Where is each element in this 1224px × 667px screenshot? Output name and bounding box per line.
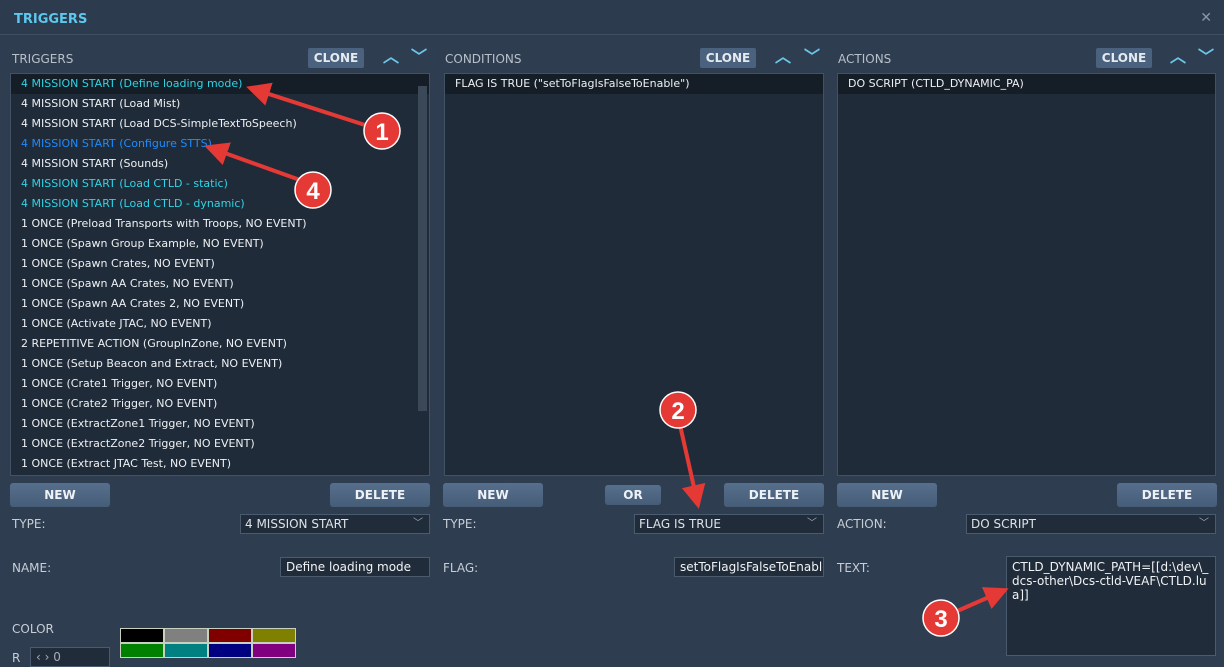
annotation-arrow-4 [204, 142, 301, 182]
annotation-badge-1: 1 [363, 112, 401, 150]
window-title: TRIGGERS [14, 12, 88, 27]
trigger-list-item[interactable]: 1 ONCE (Spawn Group Example, NO EVENT) [21, 237, 264, 250]
color-swatch[interactable] [120, 643, 164, 658]
color-swatch[interactable] [164, 628, 208, 643]
annotation-arrow-2 [678, 424, 706, 509]
trigger-list-item[interactable]: 4 MISSION START (Define loading mode) [11, 74, 429, 94]
annotation-badge-2: 2 [659, 391, 697, 429]
move-up-icon[interactable]: ︿ [775, 47, 792, 66]
trigger-list-item[interactable]: 1 ONCE (ExtractZone1 Trigger, NO EVENT) [21, 417, 255, 430]
svg-text:2: 2 [671, 398, 684, 425]
close-icon[interactable]: ✕ [1200, 10, 1212, 26]
color-swatch[interactable] [208, 628, 252, 643]
r-label: R [12, 651, 21, 665]
conditions-list[interactable]: FLAG IS TRUE ("setToFlagIsFalseToEnable"… [444, 73, 824, 476]
trigger-name-input[interactable]: Define loading mode [280, 557, 430, 577]
conditions-header: CONDITIONS [445, 52, 522, 66]
trigger-list-item[interactable]: 1 ONCE (Spawn Crates, NO EVENT) [21, 257, 215, 270]
conditions-delete-button[interactable]: DELETE [724, 483, 824, 507]
trigger-list-item[interactable]: 1 ONCE (Extract JTAC Test, NO EVENT) [21, 457, 232, 470]
move-up-icon[interactable]: ︿ [383, 47, 400, 66]
condition-type-select[interactable]: FLAG IS TRUE ﹀ [634, 514, 824, 534]
annotation-badge-4: 4 [294, 171, 332, 209]
actions-list[interactable]: DO SCRIPT (CTLD_DYNAMIC_PA) [837, 73, 1216, 476]
chevron-down-icon: ﹀ [807, 518, 817, 529]
triggers-clone-button[interactable]: CLONE [308, 48, 364, 68]
condition-type-label: TYPE: [443, 517, 477, 531]
trigger-type-select[interactable]: 4 MISSION START ﹀ [240, 514, 430, 534]
color-swatch[interactable] [208, 643, 252, 658]
trigger-list-item[interactable]: 1 ONCE (Spawn AA Crates, NO EVENT) [21, 277, 234, 290]
r-value: 0 [53, 650, 61, 664]
trigger-list-item[interactable]: 4 MISSION START (Load DCS-SimpleTextToSp… [21, 117, 297, 130]
trigger-list-item[interactable]: 1 ONCE (ExtractZone2 Trigger, NO EVENT) [21, 437, 255, 450]
trigger-list-item[interactable]: 1 ONCE (Activate JTAC, NO EVENT) [21, 317, 212, 330]
actions-clone-button[interactable]: CLONE [1096, 48, 1152, 68]
trigger-list-item[interactable]: 4 MISSION START (Load CTLD - dynamic) [21, 197, 245, 210]
triggers-list[interactable]: 4 MISSION START (Define loading mode) 4 M… [10, 73, 430, 476]
list-item[interactable]: FLAG IS TRUE ("setToFlagIsFalseToEnable"… [445, 74, 823, 94]
move-down-icon[interactable]: ﹀ [1198, 47, 1215, 66]
flag-label: FLAG: [443, 561, 479, 575]
svg-text:3: 3 [934, 606, 947, 633]
trigger-list-item[interactable]: 1 ONCE (Crate1 Trigger, NO EVENT) [21, 377, 218, 390]
move-down-icon[interactable]: ﹀ [804, 47, 821, 66]
text-label: TEXT: [837, 561, 870, 575]
chevron-down-icon: ﹀ [1199, 518, 1209, 529]
flag-input[interactable]: setToFlagIsFalseToEnable [674, 557, 824, 577]
trigger-list-item[interactable]: 4 MISSION START (Configure STTS) [21, 137, 212, 150]
trigger-list-item[interactable]: 4 MISSION START (Sounds) [21, 157, 169, 170]
type-label: TYPE: [12, 517, 46, 531]
action-type-select[interactable]: DO SCRIPT ﹀ [966, 514, 1216, 534]
annotation-arrow-3 [954, 587, 1009, 614]
triggers-new-button[interactable]: NEW [10, 483, 110, 507]
triggers-scrollbar[interactable] [418, 86, 427, 411]
color-palette [120, 628, 300, 658]
actions-new-button[interactable]: NEW [837, 483, 937, 507]
trigger-list-item[interactable]: 1 ONCE (Crate2 Trigger, NO EVENT) [21, 397, 218, 410]
trigger-list-item[interactable]: 4 MISSION START (Load CTLD - static) [21, 177, 228, 190]
trigger-list-item[interactable]: 2 REPETITIVE ACTION (GroupInZone, NO EVE… [21, 337, 287, 350]
move-down-icon[interactable]: ﹀ [411, 47, 428, 66]
list-item[interactable]: DO SCRIPT (CTLD_DYNAMIC_PA) [838, 74, 1215, 94]
conditions-or-button[interactable]: OR [605, 485, 661, 505]
conditions-new-button[interactable]: NEW [443, 483, 543, 507]
actions-header: ACTIONS [838, 52, 892, 66]
chevron-down-icon: ﹀ [413, 518, 423, 529]
color-swatch[interactable] [252, 643, 296, 658]
annotation-badge-3: 3 [922, 599, 960, 637]
color-label: COLOR [12, 622, 54, 636]
color-swatch[interactable] [164, 643, 208, 658]
triggers-header: TRIGGERS [12, 52, 74, 66]
action-type-value: DO SCRIPT [971, 517, 1036, 531]
title-bar [0, 0, 1224, 35]
annotation-arrow-1 [246, 82, 366, 127]
script-text-area[interactable]: CTLD_DYNAMIC_PATH=[[d:\dev\_dcs-other\Dc… [1006, 556, 1216, 656]
color-swatch[interactable] [120, 628, 164, 643]
actions-delete-button[interactable]: DELETE [1117, 483, 1217, 507]
action-label: ACTION: [837, 517, 887, 531]
svg-text:1: 1 [375, 119, 388, 146]
trigger-list-item[interactable]: 1 ONCE (Preload Transports with Troops, … [21, 217, 307, 230]
name-label: NAME: [12, 561, 52, 575]
conditions-clone-button[interactable]: CLONE [700, 48, 756, 68]
trigger-list-item[interactable]: 1 ONCE (Spawn AA Crates 2, NO EVENT) [21, 297, 245, 310]
move-up-icon[interactable]: ︿ [1170, 47, 1187, 66]
trigger-type-value: 4 MISSION START [245, 517, 349, 531]
trigger-list-item[interactable]: 4 MISSION START (Load Mist) [21, 97, 181, 110]
triggers-delete-button[interactable]: DELETE [330, 483, 430, 507]
condition-type-value: FLAG IS TRUE [639, 517, 721, 531]
trigger-list-item[interactable]: 1 ONCE (Setup Beacon and Extract, NO EVE… [21, 357, 283, 370]
color-swatch[interactable] [252, 628, 296, 643]
svg-text:4: 4 [306, 178, 320, 205]
